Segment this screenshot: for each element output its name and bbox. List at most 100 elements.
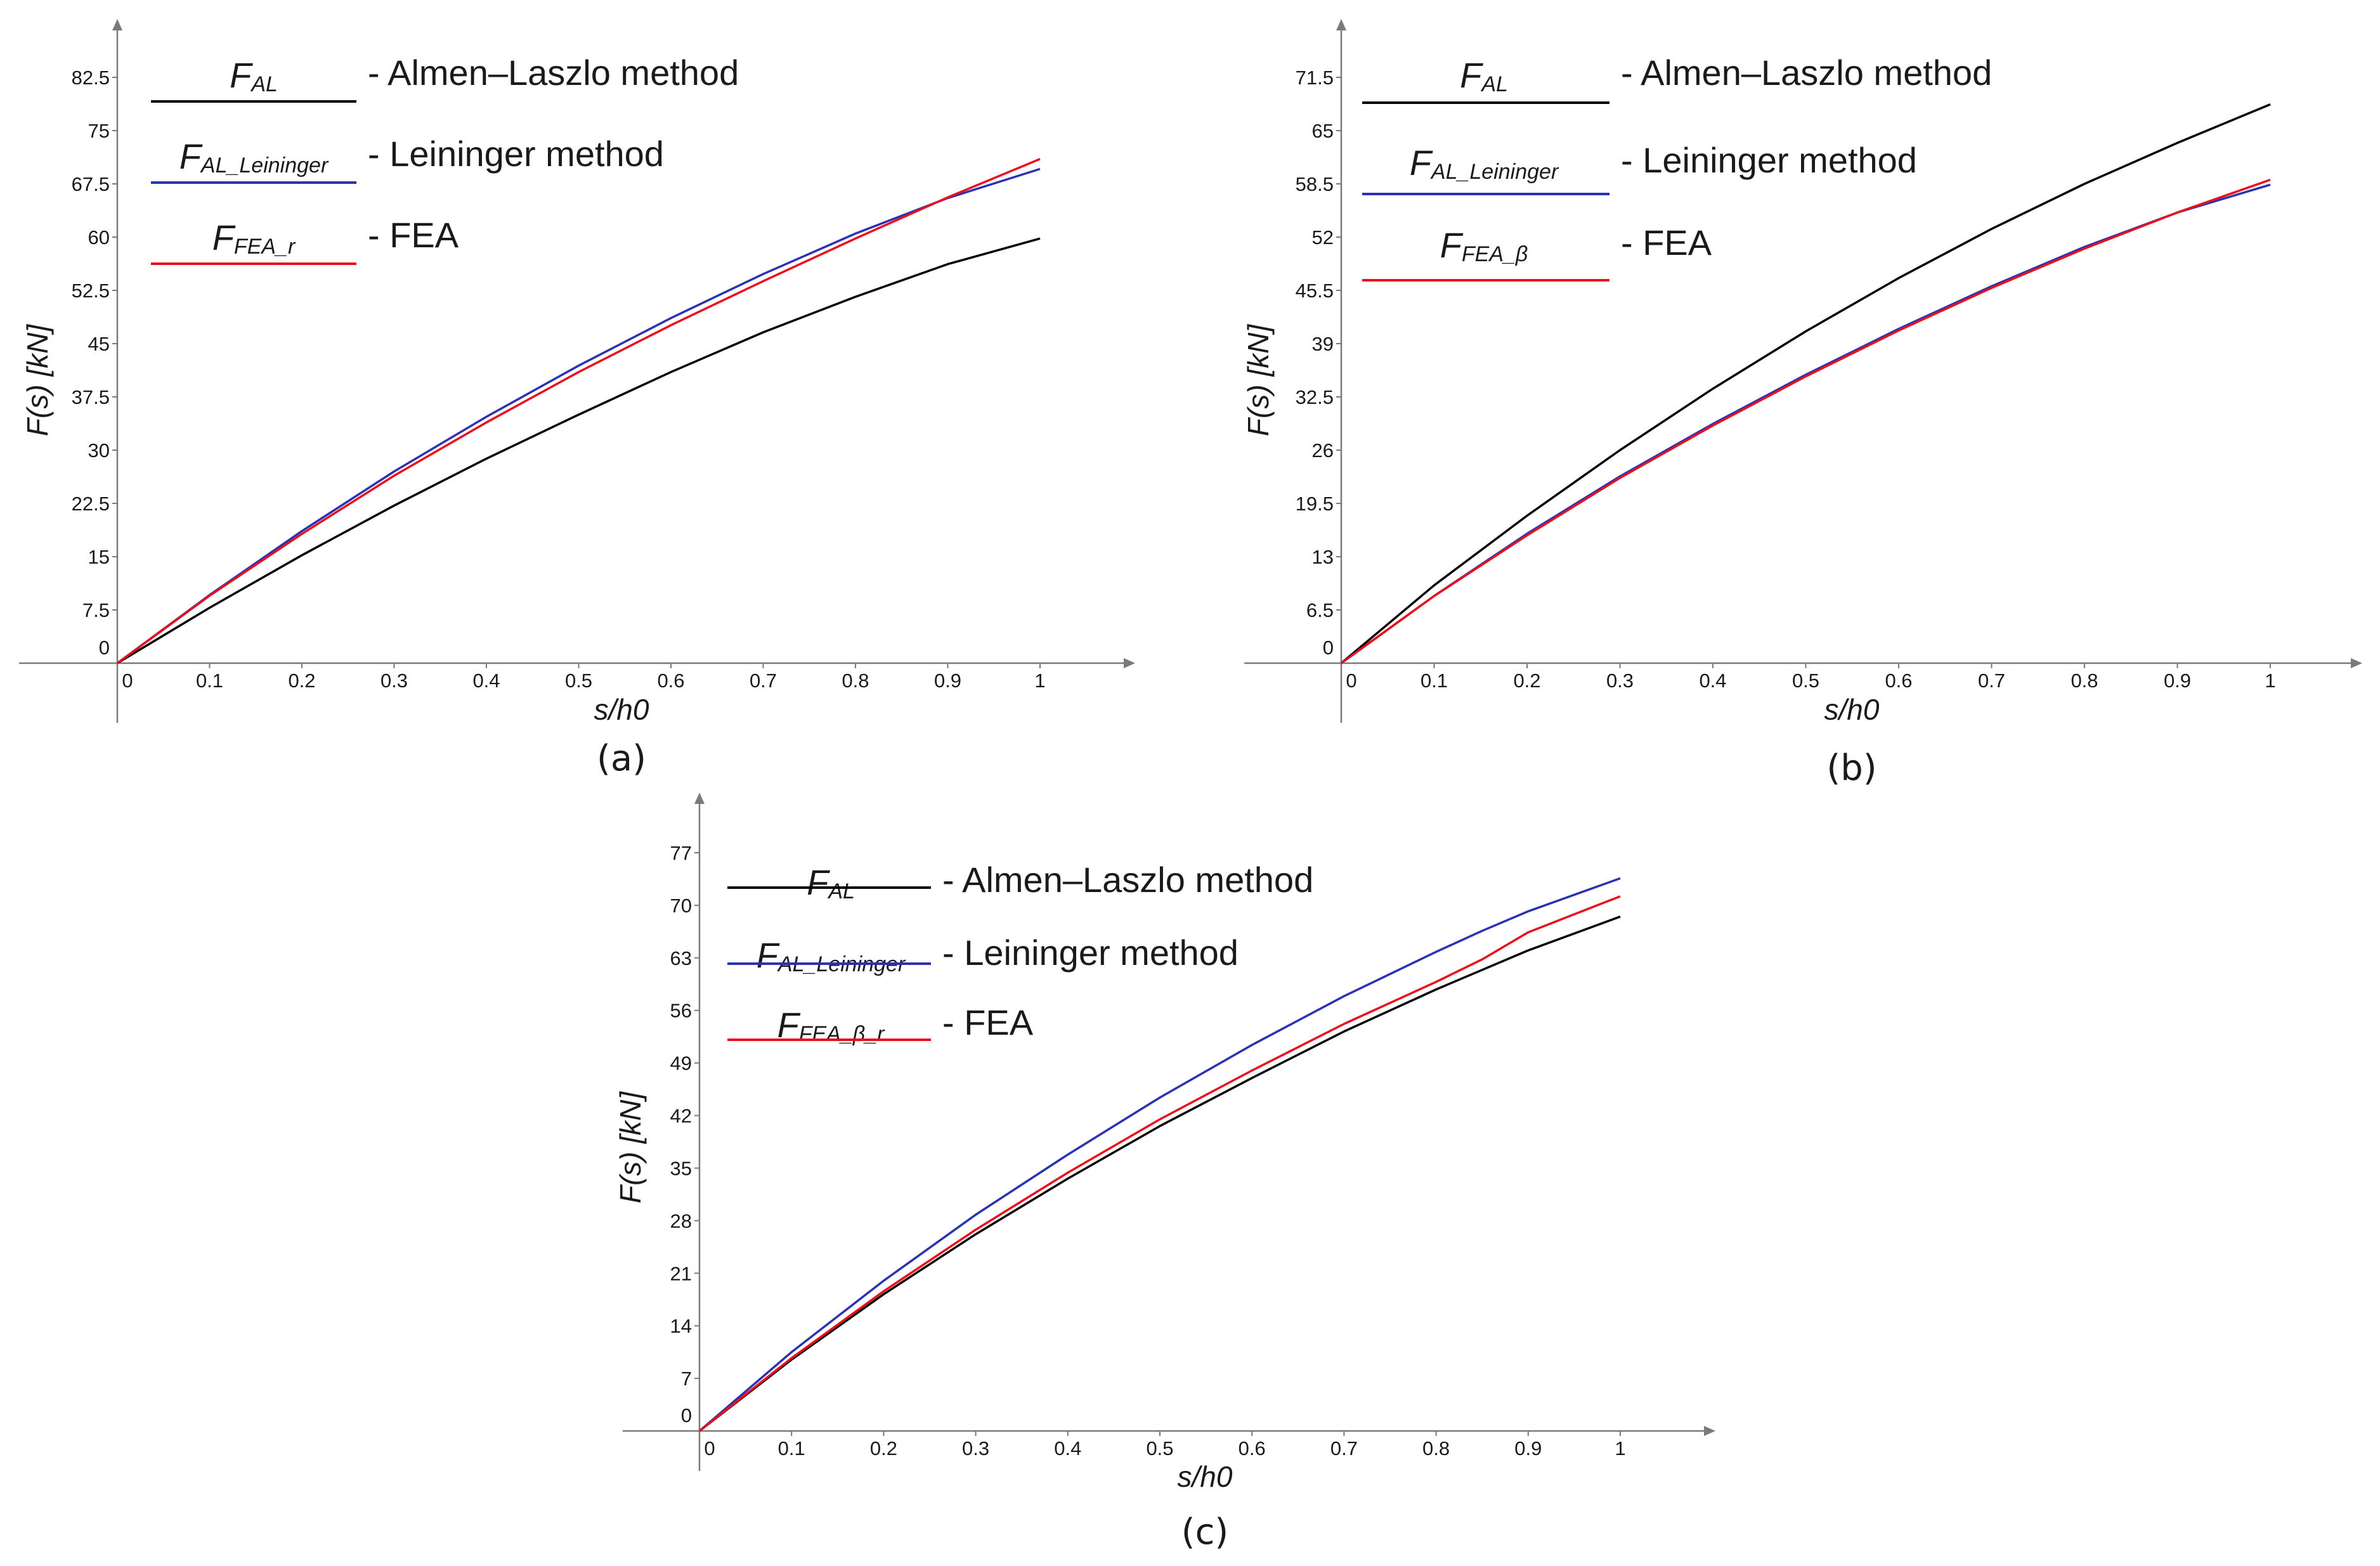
y-tick-label: 42 (670, 1105, 692, 1127)
y-tick-label: 7 (681, 1368, 692, 1390)
x-tick-label: 1 (1034, 670, 1045, 692)
y-tick-label: 37.5 (72, 386, 110, 408)
x-tick-label: 0 (1346, 670, 1356, 692)
y-tick-label: 52 (1312, 226, 1334, 249)
x-tick-label: 0.9 (1514, 1437, 1542, 1459)
x-tick-label: 0.3 (1606, 670, 1634, 692)
legend-entry: FFEA_β - FEA (1362, 223, 1712, 281)
legend-description: - Leininger method (1621, 140, 1917, 180)
y-tick-label: 35 (670, 1157, 692, 1179)
x-tick-label: 0.8 (1422, 1437, 1450, 1459)
legend-symbol-subscript: FEA_β_r (799, 1022, 885, 1046)
y-tick-label: 13 (1312, 546, 1334, 568)
legend-entry: FAL - Almen–Laszlo method (727, 860, 1313, 903)
x-tick-label: 0 (122, 670, 133, 692)
y-tick-label: 45.5 (1296, 280, 1334, 302)
y-axis-title: F(s) [kN] (614, 1091, 647, 1204)
legend-symbol: FAL_Leininger (1410, 143, 1559, 184)
series-line-F_AL (698, 916, 1621, 1432)
x-tick-label: 0.8 (2071, 670, 2098, 692)
x-tick-label: 0.9 (2164, 670, 2191, 692)
series-line-F_AL (1340, 103, 2271, 664)
x-tick-label: 0.5 (1146, 1437, 1173, 1459)
x-axis-title: s/h0 (594, 693, 649, 726)
legend-symbol-main: F (179, 136, 203, 176)
chart-panel-b: 0 0.1 0.2 0.3 0.4 0.5 0.6 0.7 0.8 0.9 1 0 6.5 13 19.5 2… (1242, 19, 2362, 789)
y-tick-label: 15 (88, 546, 110, 568)
legend-entry: FAL_Leininger - Leininger method (1362, 140, 1917, 195)
y-tick-label: 39 (1312, 333, 1334, 355)
legend-description: - Almen–Laszlo method (942, 860, 1313, 900)
y-tick-label: 7.5 (82, 599, 110, 621)
legend-symbol: FFEA_r (212, 217, 296, 259)
y-tick-label: 6.5 (1306, 599, 1334, 621)
x-tick-label: 0.1 (778, 1437, 805, 1459)
x-tick-label: 0.6 (1885, 670, 1912, 692)
legend-symbol: FAL (1460, 55, 1508, 96)
x-tick-label: 0.6 (1239, 1437, 1266, 1459)
legend-symbol-subscript: AL (250, 72, 278, 96)
y-axis-title: F(s) [kN] (1242, 324, 1275, 437)
legend-symbol: FAL (807, 862, 855, 903)
legend-entry: FFEA_β_r - FEA (727, 1002, 1034, 1046)
chart-caption: (c) (1181, 1511, 1228, 1553)
x-tick-label: 0.2 (870, 1437, 897, 1459)
y-tick-label: 26 (1312, 439, 1334, 462)
legend-entry: FAL - Almen–Laszlo method (1362, 53, 1992, 104)
legend-description: - FEA (942, 1002, 1034, 1042)
x-tick-label: 0.3 (380, 670, 408, 692)
legend-entry: FAL - Almen–Laszlo method (151, 53, 739, 103)
y-tick-label: 0 (681, 1404, 692, 1427)
y-tick-label: 60 (88, 226, 110, 249)
y-axis-arrow (112, 19, 122, 30)
legend-symbol-subscript: AL_Leininger (1430, 160, 1559, 184)
legend-symbol-subscript: AL (1480, 72, 1508, 96)
legend-symbol-main: F (1460, 55, 1483, 95)
x-tick-label: 1 (1615, 1437, 1625, 1459)
legend-description: - FEA (368, 215, 459, 255)
x-tick-label: 0.8 (842, 670, 869, 692)
legend-description: - Almen–Laszlo method (368, 53, 739, 93)
y-tick-label: 21 (670, 1262, 692, 1285)
y-tick-label: 75 (88, 120, 110, 142)
x-tick-label: 0.7 (1978, 670, 2005, 692)
y-tick-label: 65 (1312, 120, 1334, 142)
series-line-F_AL_Leininger (698, 877, 1621, 1432)
legend-description: - Leininger method (942, 933, 1239, 973)
x-tick-label: 0.5 (1792, 670, 1819, 692)
y-axis-arrow (694, 793, 705, 804)
legend-symbol: FAL_Leininger (179, 136, 329, 178)
legend-entry: FFEA_r - FEA (151, 215, 459, 265)
y-tick-label: 77 (670, 842, 692, 864)
legend-symbol: FAL (230, 55, 278, 96)
x-tick-label: 0.3 (962, 1437, 989, 1459)
legend-entry: FAL_Leininger - Leininger method (151, 134, 664, 184)
x-axis-title: s/h0 (1178, 1460, 1233, 1493)
x-tick-label: 0.7 (1330, 1437, 1358, 1459)
legend-symbol-main: F (230, 55, 253, 95)
y-tick-label: 58.5 (1296, 173, 1334, 195)
y-axis-title: F(s) [kN] (21, 324, 54, 437)
series-line-F_AL (117, 237, 1041, 664)
x-tick-label: 0.7 (750, 670, 777, 692)
x-tick-label: 0.2 (1513, 670, 1540, 692)
x-tick-label: 0.6 (657, 670, 684, 692)
y-tick-label: 63 (670, 947, 692, 969)
x-tick-label: 0.4 (1054, 1437, 1081, 1459)
legend-description: - Almen–Laszlo method (1621, 53, 1992, 93)
y-tick-label: 30 (88, 439, 110, 462)
x-tick-label: 0.2 (288, 670, 315, 692)
x-tick-label: 0.4 (472, 670, 500, 692)
legend-symbol-main: F (807, 862, 830, 902)
chart-caption: (b) (1826, 747, 1876, 789)
y-tick-label: 56 (670, 1000, 692, 1022)
x-axis-arrow (2351, 658, 2362, 668)
chart-panel-a: 0 0.1 0.2 0.3 0.4 0.5 0.6 0.7 0.8 0.9 1 0 7.5 15 22.5 3… (19, 19, 1135, 779)
y-tick-label: 82.5 (72, 67, 110, 89)
x-tick-label: 0 (704, 1437, 715, 1459)
legend-symbol-main: F (1410, 143, 1433, 183)
y-tick-label: 0 (99, 637, 110, 659)
chart-caption: (a) (597, 738, 646, 779)
series-line-F_FEA_r (116, 158, 1041, 664)
legend-symbol-subscript: FEA_β (1462, 242, 1528, 266)
